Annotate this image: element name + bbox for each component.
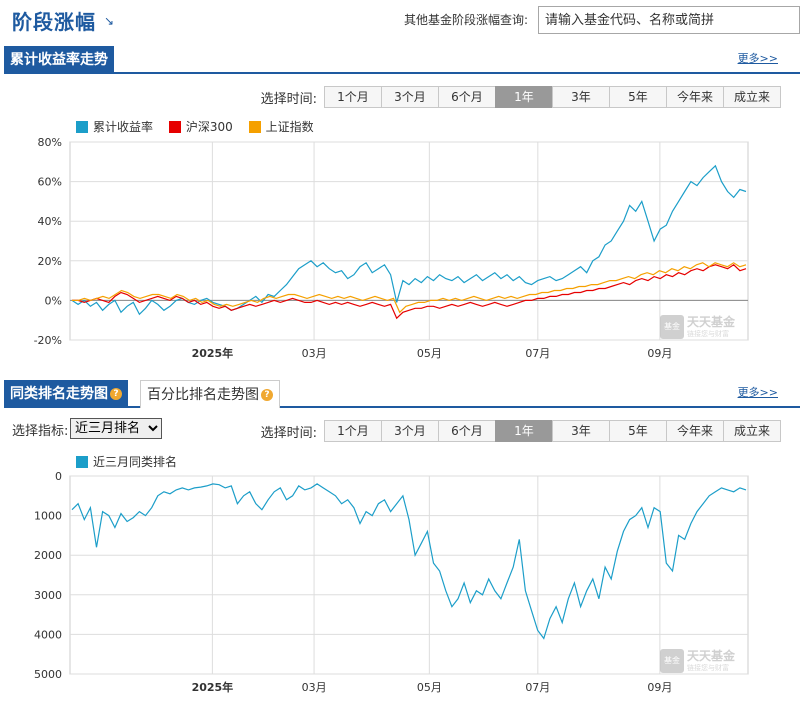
help-icon[interactable]: ? bbox=[261, 389, 273, 401]
time-option-1m[interactable]: 1个月 bbox=[324, 420, 382, 442]
time-option-3y[interactable]: 3年 bbox=[552, 420, 610, 442]
section-header-rank: 同类排名走势图? 百分比排名走势图? 更多>> bbox=[4, 380, 800, 408]
legend-rank: 近三月同类排名 bbox=[76, 453, 189, 471]
y-tick-label: -20% bbox=[34, 334, 62, 347]
y-tick-label: 1000 bbox=[34, 510, 62, 523]
title-arrow-icon[interactable]: ↘ bbox=[104, 14, 115, 28]
legend-item-fund[interactable]: 累计收益率 bbox=[76, 118, 153, 135]
legend-swatch bbox=[248, 120, 261, 133]
time-option-1m[interactable]: 1个月 bbox=[324, 86, 382, 108]
tab-peer-rank[interactable]: 同类排名走势图? bbox=[4, 380, 128, 408]
time-option-5y[interactable]: 5年 bbox=[609, 86, 667, 108]
time-option-6m[interactable]: 6个月 bbox=[438, 86, 496, 108]
watermark-icon: 基金 bbox=[660, 649, 684, 673]
time-option-since-inception[interactable]: 成立来 bbox=[723, 420, 781, 442]
y-tick-label: 0 bbox=[55, 470, 62, 483]
time-option-ytd[interactable]: 今年来 bbox=[666, 420, 724, 442]
series-line-沪深300 bbox=[72, 264, 747, 320]
y-tick-label: 60% bbox=[38, 176, 62, 189]
time-option-1y[interactable]: 1年 bbox=[495, 86, 553, 108]
time-option-5y[interactable]: 5年 bbox=[609, 420, 667, 442]
query-label: 其他基金阶段涨幅查询: bbox=[404, 13, 529, 27]
x-tick-label: 05月 bbox=[417, 347, 442, 360]
watermark-name: 天天基金 bbox=[687, 314, 736, 329]
legend-label: 上证指数 bbox=[265, 120, 314, 134]
time-selector-label: 选择时间: bbox=[260, 91, 317, 107]
y-tick-label: 3000 bbox=[34, 589, 62, 602]
legend-item-hs300[interactable]: 沪深300 bbox=[168, 118, 233, 135]
indicator-label: 选择指标: bbox=[12, 424, 69, 439]
more-link-return[interactable]: 更多>> bbox=[737, 52, 778, 65]
fund-search-input[interactable] bbox=[538, 6, 800, 34]
series-line-累计收益率 bbox=[71, 164, 747, 316]
tab-peer-rank-label: 同类排名走势图 bbox=[10, 386, 108, 402]
more-link-rank[interactable]: 更多>> bbox=[737, 386, 778, 399]
y-tick-label: 0% bbox=[45, 294, 62, 307]
time-selector-rank: 选择时间: 1个月 3个月 6个月 1年 3年 5年 今年来 成立来 bbox=[261, 420, 781, 442]
legend-swatch bbox=[168, 120, 181, 133]
watermark-slogan: 链接您与财富 bbox=[687, 329, 729, 338]
x-tick-label: 05月 bbox=[417, 681, 442, 694]
x-tick-label: 03月 bbox=[302, 681, 327, 694]
legend-label: 沪深300 bbox=[185, 120, 233, 134]
time-option-ytd[interactable]: 今年来 bbox=[666, 86, 724, 108]
x-tick-label: 07月 bbox=[525, 347, 550, 360]
time-option-1y[interactable]: 1年 bbox=[495, 420, 553, 442]
x-tick-label: 03月 bbox=[302, 347, 327, 360]
legend-swatch bbox=[76, 455, 88, 468]
tab-percent-rank-label: 百分比排名走势图 bbox=[147, 387, 259, 403]
cumulative-return-chart: 80% 60% 40% 20% 0% -20% 2025年 03月 05月 07月 09月 bbox=[34, 136, 749, 360]
section-header-return: 累计收益率走势 更多>> bbox=[4, 46, 800, 74]
series-line-上证指数 bbox=[72, 262, 747, 314]
plot-frame bbox=[69, 475, 749, 675]
x-tick-label: 07月 bbox=[525, 681, 550, 694]
y-tick-label: 5000 bbox=[34, 668, 62, 681]
time-option-3m[interactable]: 3个月 bbox=[381, 420, 439, 442]
watermark-slogan: 链接您与财富 bbox=[687, 663, 729, 672]
tab-cumulative-return[interactable]: 累计收益率走势 bbox=[4, 46, 114, 74]
watermark-logo-2: 基金 天天基金 链接您与财富 bbox=[660, 648, 742, 674]
tab-percent-rank[interactable]: 百分比排名走势图? bbox=[140, 380, 280, 408]
series-line-近三月同类排名 bbox=[71, 483, 747, 640]
watermark-logo-1: 基金 天天基金 链接您与财富 bbox=[660, 314, 742, 340]
x-tick-label: 2025年 bbox=[192, 346, 234, 360]
time-selector-return: 选择时间: 1个月 3个月 6个月 1年 3年 5年 今年来 成立来 bbox=[261, 86, 781, 108]
watermark-name: 天天基金 bbox=[687, 648, 736, 663]
indicator-select[interactable]: 近三月排名 bbox=[70, 418, 162, 439]
x-tick-label: 09月 bbox=[647, 681, 672, 694]
legend-item-sse[interactable]: 上证指数 bbox=[248, 118, 314, 135]
help-icon[interactable]: ? bbox=[110, 388, 122, 400]
legend-label: 近三月同类排名 bbox=[93, 455, 178, 469]
time-option-6m[interactable]: 6个月 bbox=[438, 420, 496, 442]
x-tick-label: 2025年 bbox=[192, 680, 234, 694]
time-selector-label: 选择时间: bbox=[260, 425, 317, 441]
x-tick-label: 09月 bbox=[647, 347, 672, 360]
y-tick-label: 2000 bbox=[34, 549, 62, 562]
legend-swatch bbox=[76, 120, 88, 133]
legend-return: 累计收益率 沪深300 上证指数 bbox=[76, 118, 326, 136]
legend-item-rank[interactable]: 近三月同类排名 bbox=[76, 453, 177, 470]
y-tick-label: 40% bbox=[38, 215, 62, 228]
legend-label: 累计收益率 bbox=[93, 120, 154, 134]
time-option-since-inception[interactable]: 成立来 bbox=[723, 86, 781, 108]
y-tick-label: 4000 bbox=[34, 628, 62, 641]
peer-rank-chart: 0 1000 2000 3000 4000 5000 2025年 03月 05月 07月 09月 bbox=[34, 470, 749, 694]
page-title: 阶段涨幅 bbox=[12, 10, 96, 34]
y-tick-label: 20% bbox=[38, 255, 62, 268]
time-option-3m[interactable]: 3个月 bbox=[381, 86, 439, 108]
y-tick-label: 80% bbox=[38, 136, 62, 149]
time-option-3y[interactable]: 3年 bbox=[552, 86, 610, 108]
watermark-icon: 基金 bbox=[660, 315, 684, 339]
